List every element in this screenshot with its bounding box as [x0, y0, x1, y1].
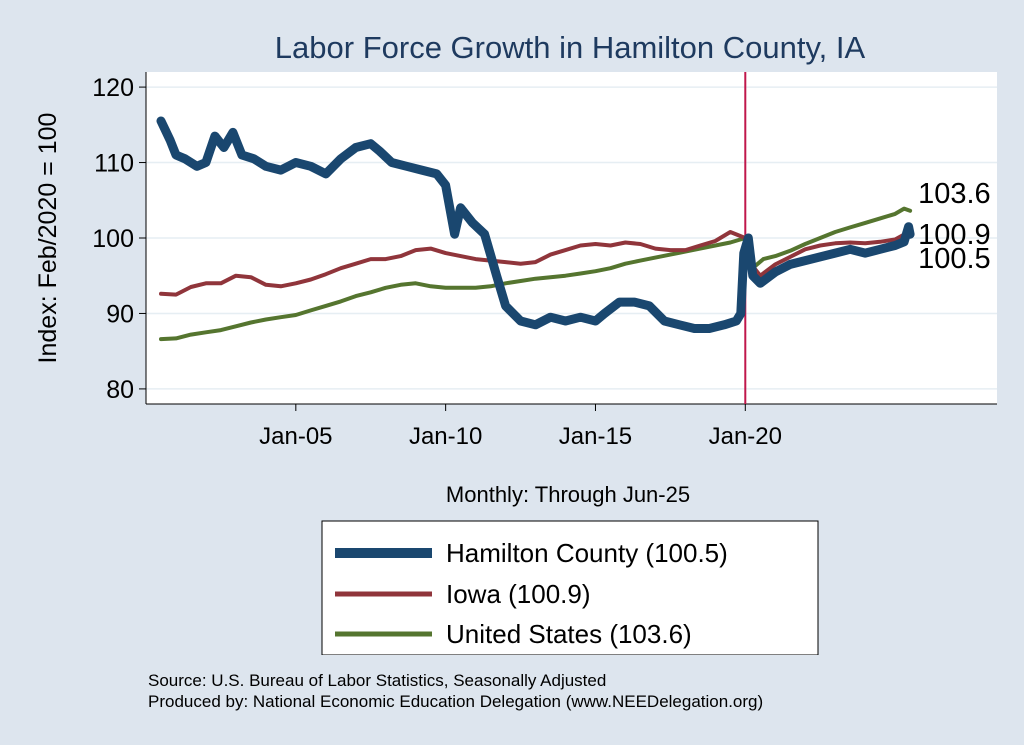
- y-tick-label-80: 80: [106, 376, 134, 404]
- series-line-hamilton-county: [156, 116, 915, 333]
- legend-label-hamilton-county: Hamilton County (100.5): [446, 538, 728, 568]
- y-tick-label-100: 100: [92, 225, 134, 253]
- x-axis-label: Monthly: Through Jun-25: [446, 482, 690, 507]
- series-line-iowa: [159, 229, 913, 297]
- end-label-hamilton-county: 100.5: [918, 243, 991, 275]
- y-tick-label-110: 110: [94, 150, 134, 178]
- x-tick-label-Jan-15: Jan-15: [559, 423, 632, 450]
- x-tick-label-Jan-10: Jan-10: [409, 423, 482, 450]
- chart: Labor Force Growth in Hamilton County, I…: [34, 30, 997, 655]
- y-tick-label-90: 90: [106, 300, 134, 328]
- x-tick-label-Jan-20: Jan-20: [709, 423, 782, 450]
- end-label-iowa: 100.9: [918, 219, 991, 251]
- produced-by-note: Produced by: National Economic Education…: [148, 692, 764, 711]
- legend: Hamilton County (100.5) Iowa (100.9) Unite…: [321, 520, 819, 655]
- series-lines: [156, 116, 915, 342]
- tick-labels: 80 90 100 110 120 Jan-05 Jan-10 Jan-15 Jan-20: [92, 74, 782, 450]
- y-tick-label-120: 120: [92, 74, 134, 102]
- legend-label-iowa: Iowa (100.9): [446, 579, 591, 609]
- x-tick-label-Jan-05: Jan-05: [259, 423, 332, 450]
- legend-label-united-states: United States (103.6): [446, 619, 692, 649]
- axes: [139, 72, 997, 411]
- source-note: Source: U.S. Bureau of Labor Statistics,…: [148, 671, 607, 690]
- end-label-united-states: 103.6: [918, 178, 991, 210]
- y-axis-label: Index: Feb/2020 = 100: [34, 113, 62, 364]
- series-line-united-states: [159, 206, 913, 342]
- chart-title: Labor Force Growth in Hamilton County, I…: [275, 30, 866, 65]
